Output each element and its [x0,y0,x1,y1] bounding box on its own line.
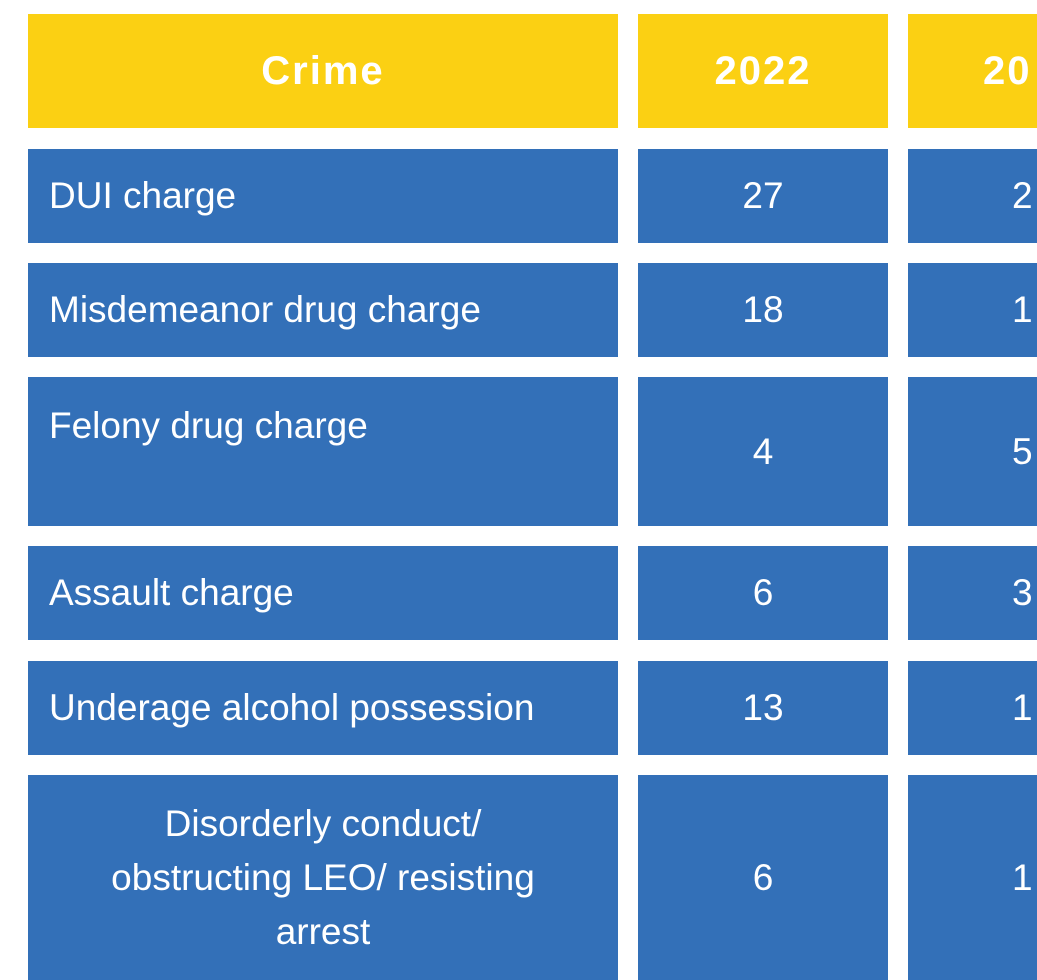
crime-cell-text: Disorderly conduct/ obstructing LEO/ res… [111,802,535,952]
crime-cell-text: Misdemeanor drug charge [49,289,481,330]
count-cell-text: 2 [1012,175,1033,216]
crime-cell-text: Assault charge [49,572,294,613]
header-cell: 20 [908,14,1037,128]
crime-cell-text: Felony drug charge [49,405,368,446]
count-cell: 6 [638,546,888,640]
count-cell: 27 [638,149,888,243]
count-cell-text: 4 [752,430,774,472]
count-cell-text: 6 [752,572,774,613]
header-cell-text: Crime [261,48,385,93]
count-cell: 4 [638,377,888,526]
count-cell: 18 [638,263,888,357]
header-cell: Crime [28,14,618,128]
header-cell: 2022 [638,14,888,128]
count-cell-text: 3 [1012,572,1033,613]
crime-cell: Misdemeanor drug charge [28,263,618,357]
crime-cell-text: Underage alcohol possession [49,687,535,728]
count-cell: 13 [638,661,888,755]
crime-cell: Underage alcohol possession [28,661,618,755]
count-cell-text: 18 [742,289,784,330]
header-cell-text: 2022 [714,48,812,93]
crime-cell: Assault charge [28,546,618,640]
count-cell-text: 6 [752,856,774,898]
count-cell: 3 [908,546,1037,640]
crime-cell: DUI charge [28,149,618,243]
count-cell-text: 27 [742,175,784,216]
count-cell: 6 [638,775,888,980]
count-cell: 2 [908,149,1037,243]
count-cell: 1 [908,661,1037,755]
count-cell-text: 1 [1012,856,1033,898]
count-cell: 1 [908,263,1037,357]
count-cell-text: 1 [1012,289,1033,330]
count-cell-text: 5 [1012,430,1033,472]
count-cell-text: 13 [742,687,784,728]
count-cell: 1 [908,775,1037,980]
header-cell-text: 20 [983,48,1032,93]
count-cell: 5 [908,377,1037,526]
crime-cell: Disorderly conduct/ obstructing LEO/ res… [28,775,618,980]
crime-cell: Felony drug charge [28,377,618,526]
count-cell-text: 1 [1012,687,1033,728]
crime-cell-text: DUI charge [49,175,237,216]
